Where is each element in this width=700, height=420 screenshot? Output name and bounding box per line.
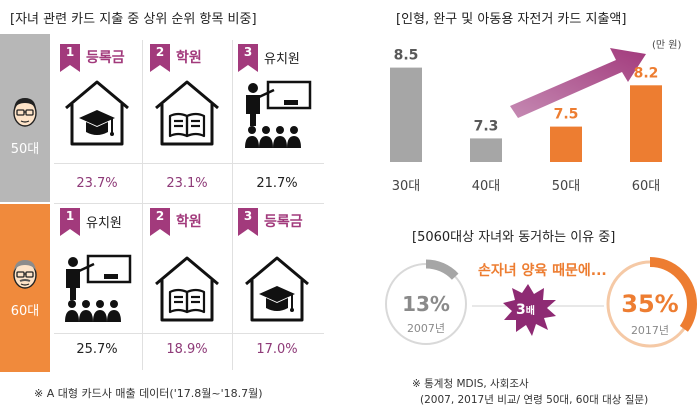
bar-value-label: 8.2 xyxy=(634,65,659,81)
rank-badge: 3 xyxy=(238,208,258,236)
bar-value-label: 8.5 xyxy=(394,48,419,64)
teacher-classroom-icon xyxy=(245,80,312,148)
bar-chart-unit: (만 원) xyxy=(652,40,682,51)
right-footnote-line2: (2007, 2017년 비교/ 연령 50대, 60대 대상 질문) xyxy=(420,394,649,406)
category-label: 학원 xyxy=(176,214,202,230)
category-label: 유치원 xyxy=(86,216,122,231)
category-label: 유치원 xyxy=(264,52,300,67)
rank-number: 3 xyxy=(243,45,253,59)
rank-badge: 2 xyxy=(150,208,170,236)
percent-value: 18.9% xyxy=(166,342,208,357)
grid-line xyxy=(142,40,143,370)
rank-badge: 2 xyxy=(150,44,170,72)
age-label-50: 50대 xyxy=(10,142,40,157)
category-tick-label: 40대 xyxy=(472,179,501,194)
category-tick-label: 60대 xyxy=(632,179,661,194)
multiplier-label: 3배 xyxy=(516,302,535,318)
category-label: 학원 xyxy=(176,50,202,66)
book-house-icon xyxy=(155,80,219,146)
rank-number: 2 xyxy=(155,45,165,59)
bar xyxy=(390,67,422,162)
rank-badge: 1 xyxy=(60,44,80,72)
rank-badge: 1 xyxy=(60,208,80,236)
grid-line xyxy=(54,163,324,164)
grid-line xyxy=(232,40,233,370)
ring-value-2007: 13% xyxy=(402,292,450,316)
ring-headline: 손자녀 양육 때문에... xyxy=(478,263,607,279)
rank-number: 2 xyxy=(155,209,165,223)
bar xyxy=(630,85,662,162)
rank-number: 1 xyxy=(65,45,75,59)
bar-chart-title: [인형, 완구 및 아동용 자전거 카드 지출액] xyxy=(396,12,627,27)
avatar-60-icon xyxy=(13,260,37,289)
left-footnote: ※ A 대형 카드사 매출 데이터('17.8월~'18.7월) xyxy=(34,387,263,400)
ring-arc xyxy=(381,259,471,349)
category-tick-label: 30대 xyxy=(392,179,421,194)
percent-value: 17.0% xyxy=(256,342,298,357)
category-label: 등록금 xyxy=(86,50,125,66)
ring-comparison xyxy=(381,257,697,351)
percent-value: 25.7% xyxy=(76,342,118,357)
left-title: [자녀 관련 카드 지출 중 상위 순위 항목 비중] xyxy=(10,12,257,27)
multiplier-suffix: 배 xyxy=(525,306,535,317)
percent-value: 21.7% xyxy=(256,176,298,191)
rank-badge: 3 xyxy=(238,44,258,72)
ring-year-2017: 2017년 xyxy=(630,324,670,337)
trend-arrow-icon xyxy=(510,48,646,118)
rank-number: 1 xyxy=(65,209,75,223)
category-tick-label: 50대 xyxy=(552,179,581,194)
rank-number: 3 xyxy=(243,209,253,223)
grid-line xyxy=(54,333,324,334)
grid-line xyxy=(54,203,324,204)
book-house-icon xyxy=(155,256,219,322)
bar-chart: 8.5 30대 7.3 40대 7.5 50대 8.2 60대 xyxy=(390,48,662,194)
category-label: 등록금 xyxy=(264,214,303,230)
avatar-50-icon xyxy=(13,98,37,127)
ring-value-2017: 35% xyxy=(621,290,679,318)
ring-arc xyxy=(603,257,697,351)
ring-section-title: [5060대상 자녀와 동거하는 이유 중] xyxy=(412,230,616,245)
teacher-classroom-icon xyxy=(65,254,132,322)
right-footnote-line1: ※ 통계청 MDIS, 사회조사 xyxy=(412,378,529,390)
bar xyxy=(550,126,582,162)
graduation-cap-house-icon xyxy=(65,80,129,146)
multiplier-number: 3 xyxy=(516,302,526,318)
ring-year-2007: 2007년 xyxy=(406,322,446,335)
starburst-icon xyxy=(503,284,556,336)
bar-value-label: 7.5 xyxy=(554,107,579,123)
percent-value: 23.1% xyxy=(166,176,208,191)
graduation-cap-house-icon xyxy=(245,256,309,322)
bar-value-label: 7.3 xyxy=(474,118,499,134)
percent-value: 23.7% xyxy=(76,176,118,191)
bar xyxy=(470,138,502,162)
age-label-60: 60대 xyxy=(10,304,40,319)
